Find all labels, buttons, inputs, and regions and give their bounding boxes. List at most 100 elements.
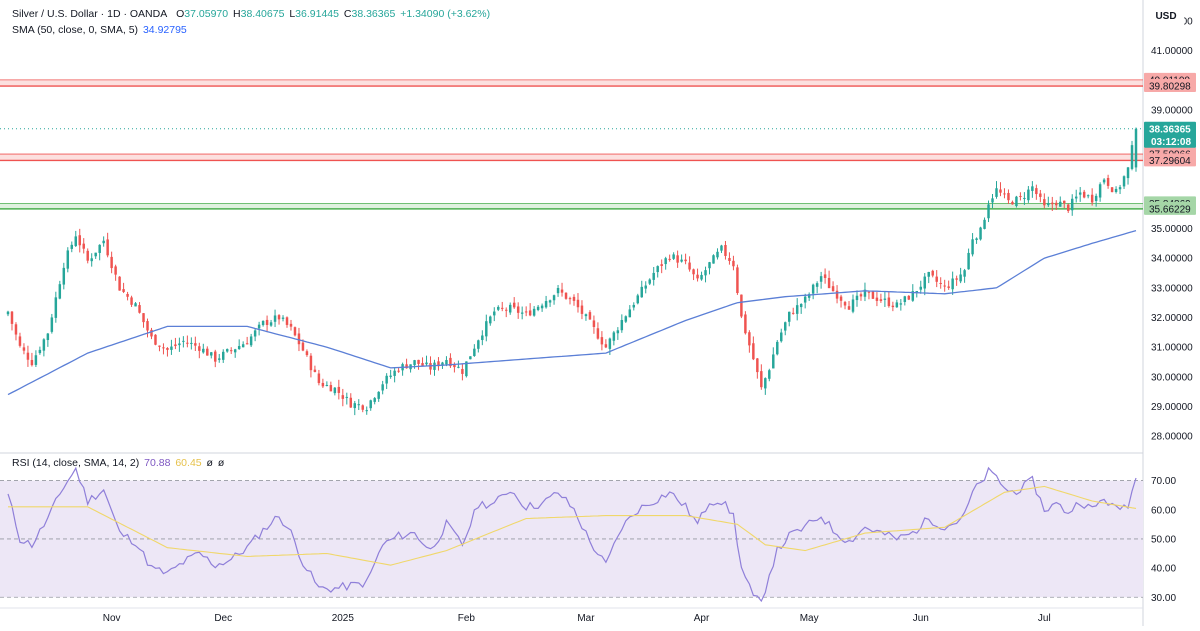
candle-body (353, 403, 357, 409)
symbol-title[interactable]: Silver / U.S. Dollar · 1D · OANDA (12, 8, 168, 20)
candle-body (875, 297, 879, 301)
candle-body (967, 252, 970, 270)
rsi-tick-label: 40.00 (1151, 564, 1176, 575)
candle-body (676, 255, 679, 263)
candle-body (473, 348, 476, 356)
high-value: 38.40675 (240, 8, 285, 20)
candle-body (975, 238, 978, 241)
candle-body (700, 274, 703, 280)
candle-body (497, 306, 500, 310)
candle-body (381, 384, 384, 391)
candle-body (616, 330, 620, 334)
candle-body (795, 305, 799, 314)
candle-body (102, 240, 105, 244)
candle-body (963, 270, 966, 277)
candle-body (461, 368, 464, 374)
candle-body (241, 344, 245, 348)
candle-body (313, 369, 317, 372)
candle-body (1074, 196, 1078, 199)
candle-body (218, 358, 221, 360)
candle-body (114, 266, 117, 275)
candle-body (222, 351, 225, 360)
resistance-bottom-badge: 39.80298 (1149, 82, 1191, 93)
candle-body (1063, 200, 1066, 204)
candle-body (393, 370, 396, 376)
candle-body (385, 375, 388, 384)
candle-body (277, 315, 281, 320)
sma-value: 34.92795 (142, 24, 187, 36)
candle-body (309, 355, 313, 371)
candle-body (664, 258, 667, 265)
candle-body (210, 352, 213, 356)
candle-body (285, 317, 289, 325)
rsi-legend[interactable]: RSI (14, close, SMA, 14, 2) 70.88 60.45 … (12, 457, 226, 469)
candle-body (819, 276, 823, 282)
candle-body (178, 343, 181, 346)
candle-body (1047, 203, 1050, 206)
candle-body (939, 282, 942, 284)
price-tick-label: 28.00000 (1151, 432, 1193, 443)
candle-body (1059, 201, 1062, 207)
candle-body (955, 278, 958, 280)
candle-body (576, 299, 580, 308)
candle-body (146, 321, 149, 331)
price-tick-label: 30.00000 (1151, 372, 1193, 383)
candle-body (859, 294, 863, 297)
candle-body (660, 264, 663, 266)
candle-body (927, 271, 930, 277)
candle-body (305, 351, 309, 356)
candle-body (317, 373, 321, 384)
open-label: O (176, 8, 185, 20)
candle-body (38, 349, 42, 354)
candle-body (1110, 187, 1114, 193)
candle-body (214, 351, 217, 362)
candle-body (1086, 195, 1090, 197)
close-label: C (343, 8, 352, 20)
candle-body (652, 272, 655, 280)
candle-body (552, 295, 556, 301)
candle-body (1082, 191, 1086, 198)
candle-body (1023, 197, 1026, 199)
price-tick-label: 39.00000 (1151, 105, 1193, 116)
sma-legend[interactable]: SMA (50, close, 0, SMA, 5) 34.92795 (12, 24, 189, 36)
candle-body (142, 313, 145, 323)
candle-body (18, 336, 22, 346)
time-tick-label: Dec (214, 613, 232, 624)
candle-body (604, 344, 608, 348)
candle-body (237, 346, 241, 350)
high-label: H (233, 8, 241, 20)
candle-body (772, 354, 775, 369)
candle-body (469, 356, 472, 360)
candle-body (588, 312, 592, 320)
candle-body (991, 198, 994, 203)
candle-body (110, 256, 113, 269)
candle-body (477, 340, 480, 349)
candle-body (261, 320, 265, 326)
candle-body (760, 371, 763, 388)
candle-body (716, 251, 719, 258)
candle-body (1015, 196, 1018, 207)
candle-body (803, 296, 807, 303)
rsi-sma-line (8, 485, 1137, 566)
candle-body (871, 291, 875, 299)
sma-label: SMA (50, close, 0, SMA, 5) (12, 24, 139, 36)
candle-body (811, 284, 815, 294)
candle-body (341, 395, 345, 399)
time-tick-label: Jul (1038, 613, 1051, 624)
rsi-empty-value-1: ø (206, 457, 213, 469)
price-tick-label: 34.00000 (1151, 254, 1193, 265)
currency-label[interactable]: USD (1148, 8, 1184, 26)
time-tick-label: Nov (103, 613, 121, 624)
candle-body (377, 391, 380, 399)
candle-body (656, 266, 659, 273)
candle-body (799, 303, 803, 308)
rsi-empty-value-2: ø (217, 457, 225, 469)
candle-body (1043, 199, 1046, 206)
candle-body (564, 292, 568, 299)
candle-body (122, 289, 125, 292)
candle-body (26, 352, 30, 360)
candle-body (1130, 145, 1134, 169)
candle-body (54, 297, 58, 318)
